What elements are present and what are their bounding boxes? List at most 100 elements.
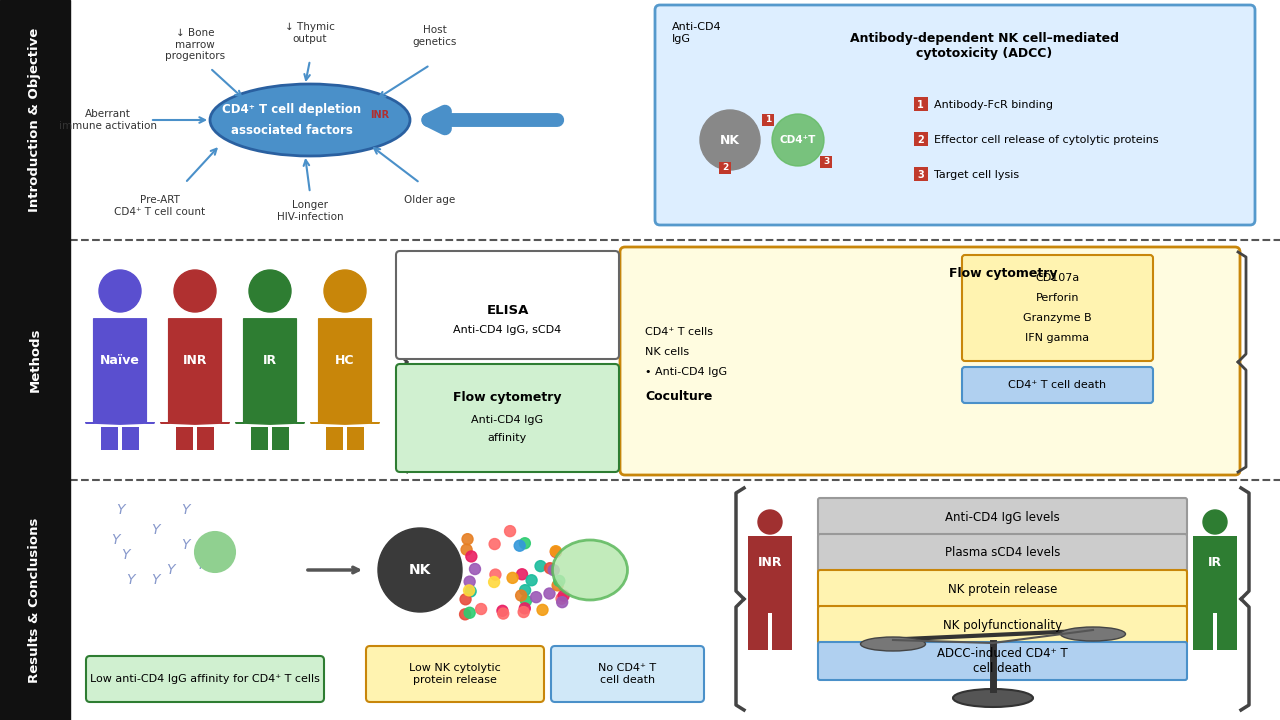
Circle shape	[465, 607, 475, 618]
Bar	[0, 0, 70, 240]
Text: Low NK cytolytic
protein release: Low NK cytolytic protein release	[410, 663, 500, 685]
Text: No CD4⁺ T
cell death: No CD4⁺ T cell death	[599, 663, 657, 685]
Circle shape	[250, 270, 291, 312]
Bar	[326, 427, 343, 450]
Bar	[914, 97, 928, 111]
Bar	[914, 132, 928, 146]
FancyBboxPatch shape	[818, 534, 1187, 572]
FancyArrowPatch shape	[236, 319, 305, 424]
Text: Host
genetics: Host genetics	[413, 25, 457, 47]
FancyBboxPatch shape	[818, 570, 1187, 608]
FancyBboxPatch shape	[963, 255, 1153, 361]
Text: CD107a: CD107a	[1036, 273, 1079, 283]
Circle shape	[490, 569, 500, 580]
Circle shape	[324, 270, 366, 312]
Circle shape	[544, 563, 556, 574]
Text: Older age: Older age	[404, 195, 456, 205]
Bar	[1217, 613, 1236, 650]
Bar	[820, 156, 832, 168]
Text: Anti-CD4 IgG, sCD4: Anti-CD4 IgG, sCD4	[453, 325, 562, 335]
Bar	[251, 427, 268, 450]
Ellipse shape	[210, 84, 410, 156]
Circle shape	[520, 585, 531, 595]
Text: CD4⁺T: CD4⁺T	[780, 135, 817, 145]
Circle shape	[498, 608, 508, 619]
Circle shape	[174, 270, 216, 312]
Circle shape	[465, 576, 475, 587]
Text: Low anti-CD4 IgG affinity for CD4⁺ T cells: Low anti-CD4 IgG affinity for CD4⁺ T cel…	[90, 674, 320, 684]
Bar	[1193, 536, 1236, 613]
FancyBboxPatch shape	[818, 498, 1187, 536]
Circle shape	[497, 606, 508, 616]
FancyArrowPatch shape	[311, 319, 379, 424]
Circle shape	[517, 569, 527, 580]
Bar	[914, 167, 928, 181]
Circle shape	[550, 546, 562, 557]
Text: IFN gamma: IFN gamma	[1025, 333, 1089, 343]
Circle shape	[515, 540, 525, 552]
Text: NK: NK	[719, 133, 740, 146]
Bar	[177, 427, 193, 450]
Bar	[772, 613, 792, 650]
Text: 1: 1	[918, 100, 924, 110]
FancyBboxPatch shape	[818, 642, 1187, 680]
Bar	[347, 427, 364, 450]
Bar	[719, 162, 731, 174]
Text: Anti-CD4
IgG: Anti-CD4 IgG	[672, 22, 722, 44]
Circle shape	[758, 510, 782, 534]
Circle shape	[460, 609, 471, 620]
Text: Plasma sCD4 levels: Plasma sCD4 levels	[945, 546, 1060, 559]
Text: NK: NK	[408, 563, 431, 577]
Text: Results & Conclusions: Results & Conclusions	[28, 517, 41, 683]
Circle shape	[195, 532, 236, 572]
Text: 3: 3	[918, 170, 924, 180]
Text: Flow cytometry: Flow cytometry	[948, 268, 1057, 281]
Text: Anti-CD4 IgG levels: Anti-CD4 IgG levels	[945, 510, 1060, 523]
Bar	[748, 613, 768, 650]
Text: associated factors: associated factors	[232, 124, 353, 137]
Bar	[273, 427, 289, 450]
Text: Methods: Methods	[28, 328, 41, 392]
FancyBboxPatch shape	[620, 247, 1240, 475]
Text: CD4⁺ T cell death: CD4⁺ T cell death	[1009, 380, 1107, 390]
Bar	[0, 240, 70, 480]
Text: HC: HC	[335, 354, 355, 367]
Circle shape	[521, 595, 531, 606]
Circle shape	[507, 572, 518, 583]
Circle shape	[476, 603, 486, 615]
Bar	[0, 480, 70, 720]
Text: CD4⁺ T cells: CD4⁺ T cells	[645, 327, 713, 337]
Circle shape	[550, 546, 561, 557]
Text: NK polyfunctionality: NK polyfunctionality	[943, 618, 1062, 631]
Circle shape	[558, 590, 570, 601]
Circle shape	[489, 539, 500, 549]
Text: INR: INR	[370, 110, 389, 120]
Text: INR: INR	[758, 557, 782, 570]
Circle shape	[535, 561, 547, 572]
Circle shape	[470, 564, 480, 575]
Text: affinity: affinity	[488, 433, 527, 443]
Text: Perforin: Perforin	[1036, 293, 1079, 303]
Circle shape	[526, 575, 538, 586]
Text: ↓ Thymic
output: ↓ Thymic output	[285, 22, 335, 44]
Circle shape	[520, 538, 530, 549]
Text: IR: IR	[262, 354, 276, 367]
Bar	[1193, 613, 1213, 650]
Text: Introduction & Objective: Introduction & Objective	[28, 28, 41, 212]
Circle shape	[552, 580, 563, 591]
Text: NK protein release: NK protein release	[947, 582, 1057, 595]
Text: NK cells: NK cells	[645, 347, 689, 357]
Text: Anti-CD4 IgG: Anti-CD4 IgG	[471, 415, 544, 425]
Circle shape	[557, 597, 567, 608]
Circle shape	[466, 551, 477, 562]
Text: • Anti-CD4 IgG: • Anti-CD4 IgG	[645, 367, 727, 377]
Text: Y: Y	[180, 538, 189, 552]
Text: Naïve: Naïve	[100, 354, 140, 367]
Text: ELISA: ELISA	[486, 304, 529, 317]
Circle shape	[460, 594, 471, 605]
Circle shape	[516, 590, 526, 601]
Text: Pre-ART
CD4⁺ T cell count: Pre-ART CD4⁺ T cell count	[114, 195, 206, 217]
Text: Flow cytometry: Flow cytometry	[453, 392, 562, 405]
Text: Y: Y	[115, 503, 124, 517]
FancyBboxPatch shape	[396, 364, 620, 472]
